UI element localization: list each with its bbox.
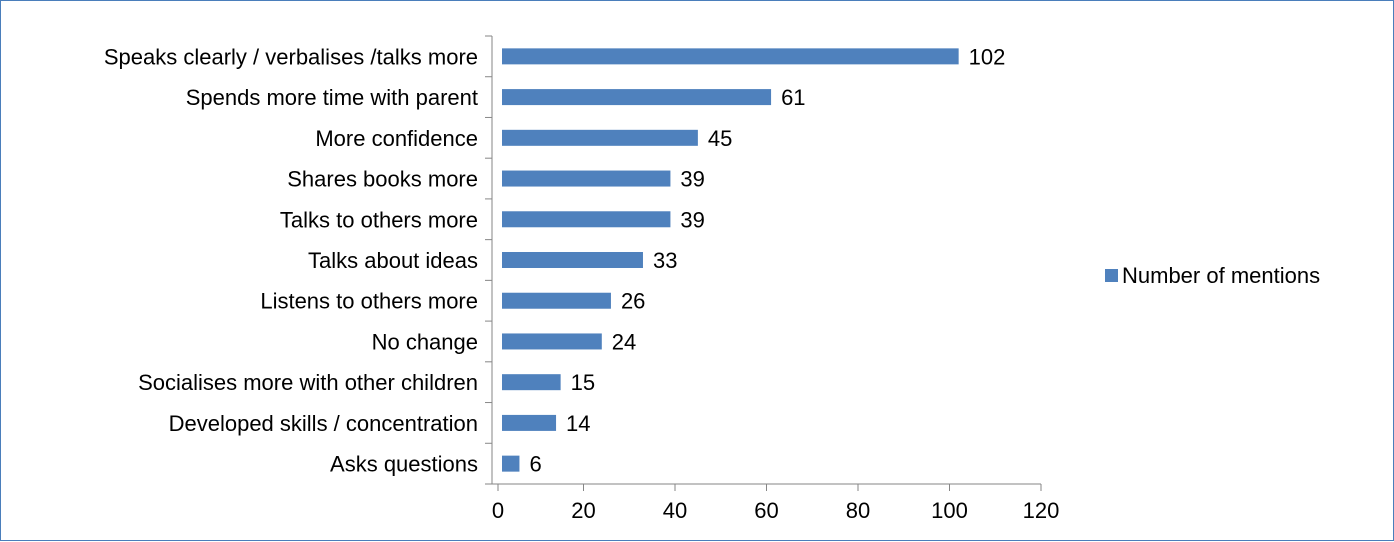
x-tick-label: 100: [931, 498, 968, 523]
data-label: 24: [612, 329, 636, 354]
x-tick-label: 40: [663, 498, 687, 523]
bar: [502, 333, 602, 350]
category-label: Talks to others more: [280, 207, 478, 232]
data-label: 15: [571, 370, 595, 395]
bar: [502, 414, 557, 431]
legend-label: Number of mentions: [1122, 263, 1320, 288]
category-label: Listens to others more: [260, 289, 478, 314]
bar: [502, 48, 959, 65]
bar: [502, 170, 671, 187]
category-label: Shares books more: [287, 167, 478, 192]
bar: [502, 455, 520, 472]
data-label: 26: [621, 289, 645, 314]
bar: [502, 374, 561, 391]
x-tick-label: 0: [492, 498, 504, 523]
category-label: Speaks clearly / verbalises /talks more: [104, 44, 478, 69]
bar: [502, 211, 671, 228]
axis-layer: 0 20 40 60 80 100 120: [485, 35, 1060, 523]
data-label: 39: [680, 167, 704, 192]
legend: Number of mentions: [1105, 263, 1320, 288]
legend-swatch: [1105, 269, 1118, 282]
bars-layer: [502, 48, 959, 472]
x-tick-label: 20: [571, 498, 595, 523]
data-label: 6: [529, 452, 541, 477]
category-label: More confidence: [315, 126, 478, 151]
bar: [502, 252, 643, 268]
bar: [502, 129, 698, 146]
category-label: No change: [372, 329, 478, 354]
data-label: 33: [653, 248, 677, 273]
data-label: 61: [781, 85, 805, 110]
x-tick-label: 60: [754, 498, 778, 523]
data-label: 14: [566, 411, 590, 436]
bar: [502, 89, 772, 106]
category-label: Spends more time with parent: [186, 85, 478, 110]
x-tick-label: 120: [1023, 498, 1060, 523]
labels-layer: 102 Speaks clearly / verbalises /talks mo…: [104, 44, 1006, 476]
data-label: 39: [680, 207, 704, 232]
category-label: Developed skills / concentration: [169, 411, 478, 436]
bar: [502, 292, 611, 309]
category-label: Asks questions: [330, 452, 478, 477]
data-label: 45: [708, 126, 732, 151]
category-label: Talks about ideas: [308, 248, 478, 273]
data-label: 102: [969, 44, 1006, 69]
x-tick-label: 80: [846, 498, 870, 523]
category-label: Socialises more with other children: [138, 370, 478, 395]
